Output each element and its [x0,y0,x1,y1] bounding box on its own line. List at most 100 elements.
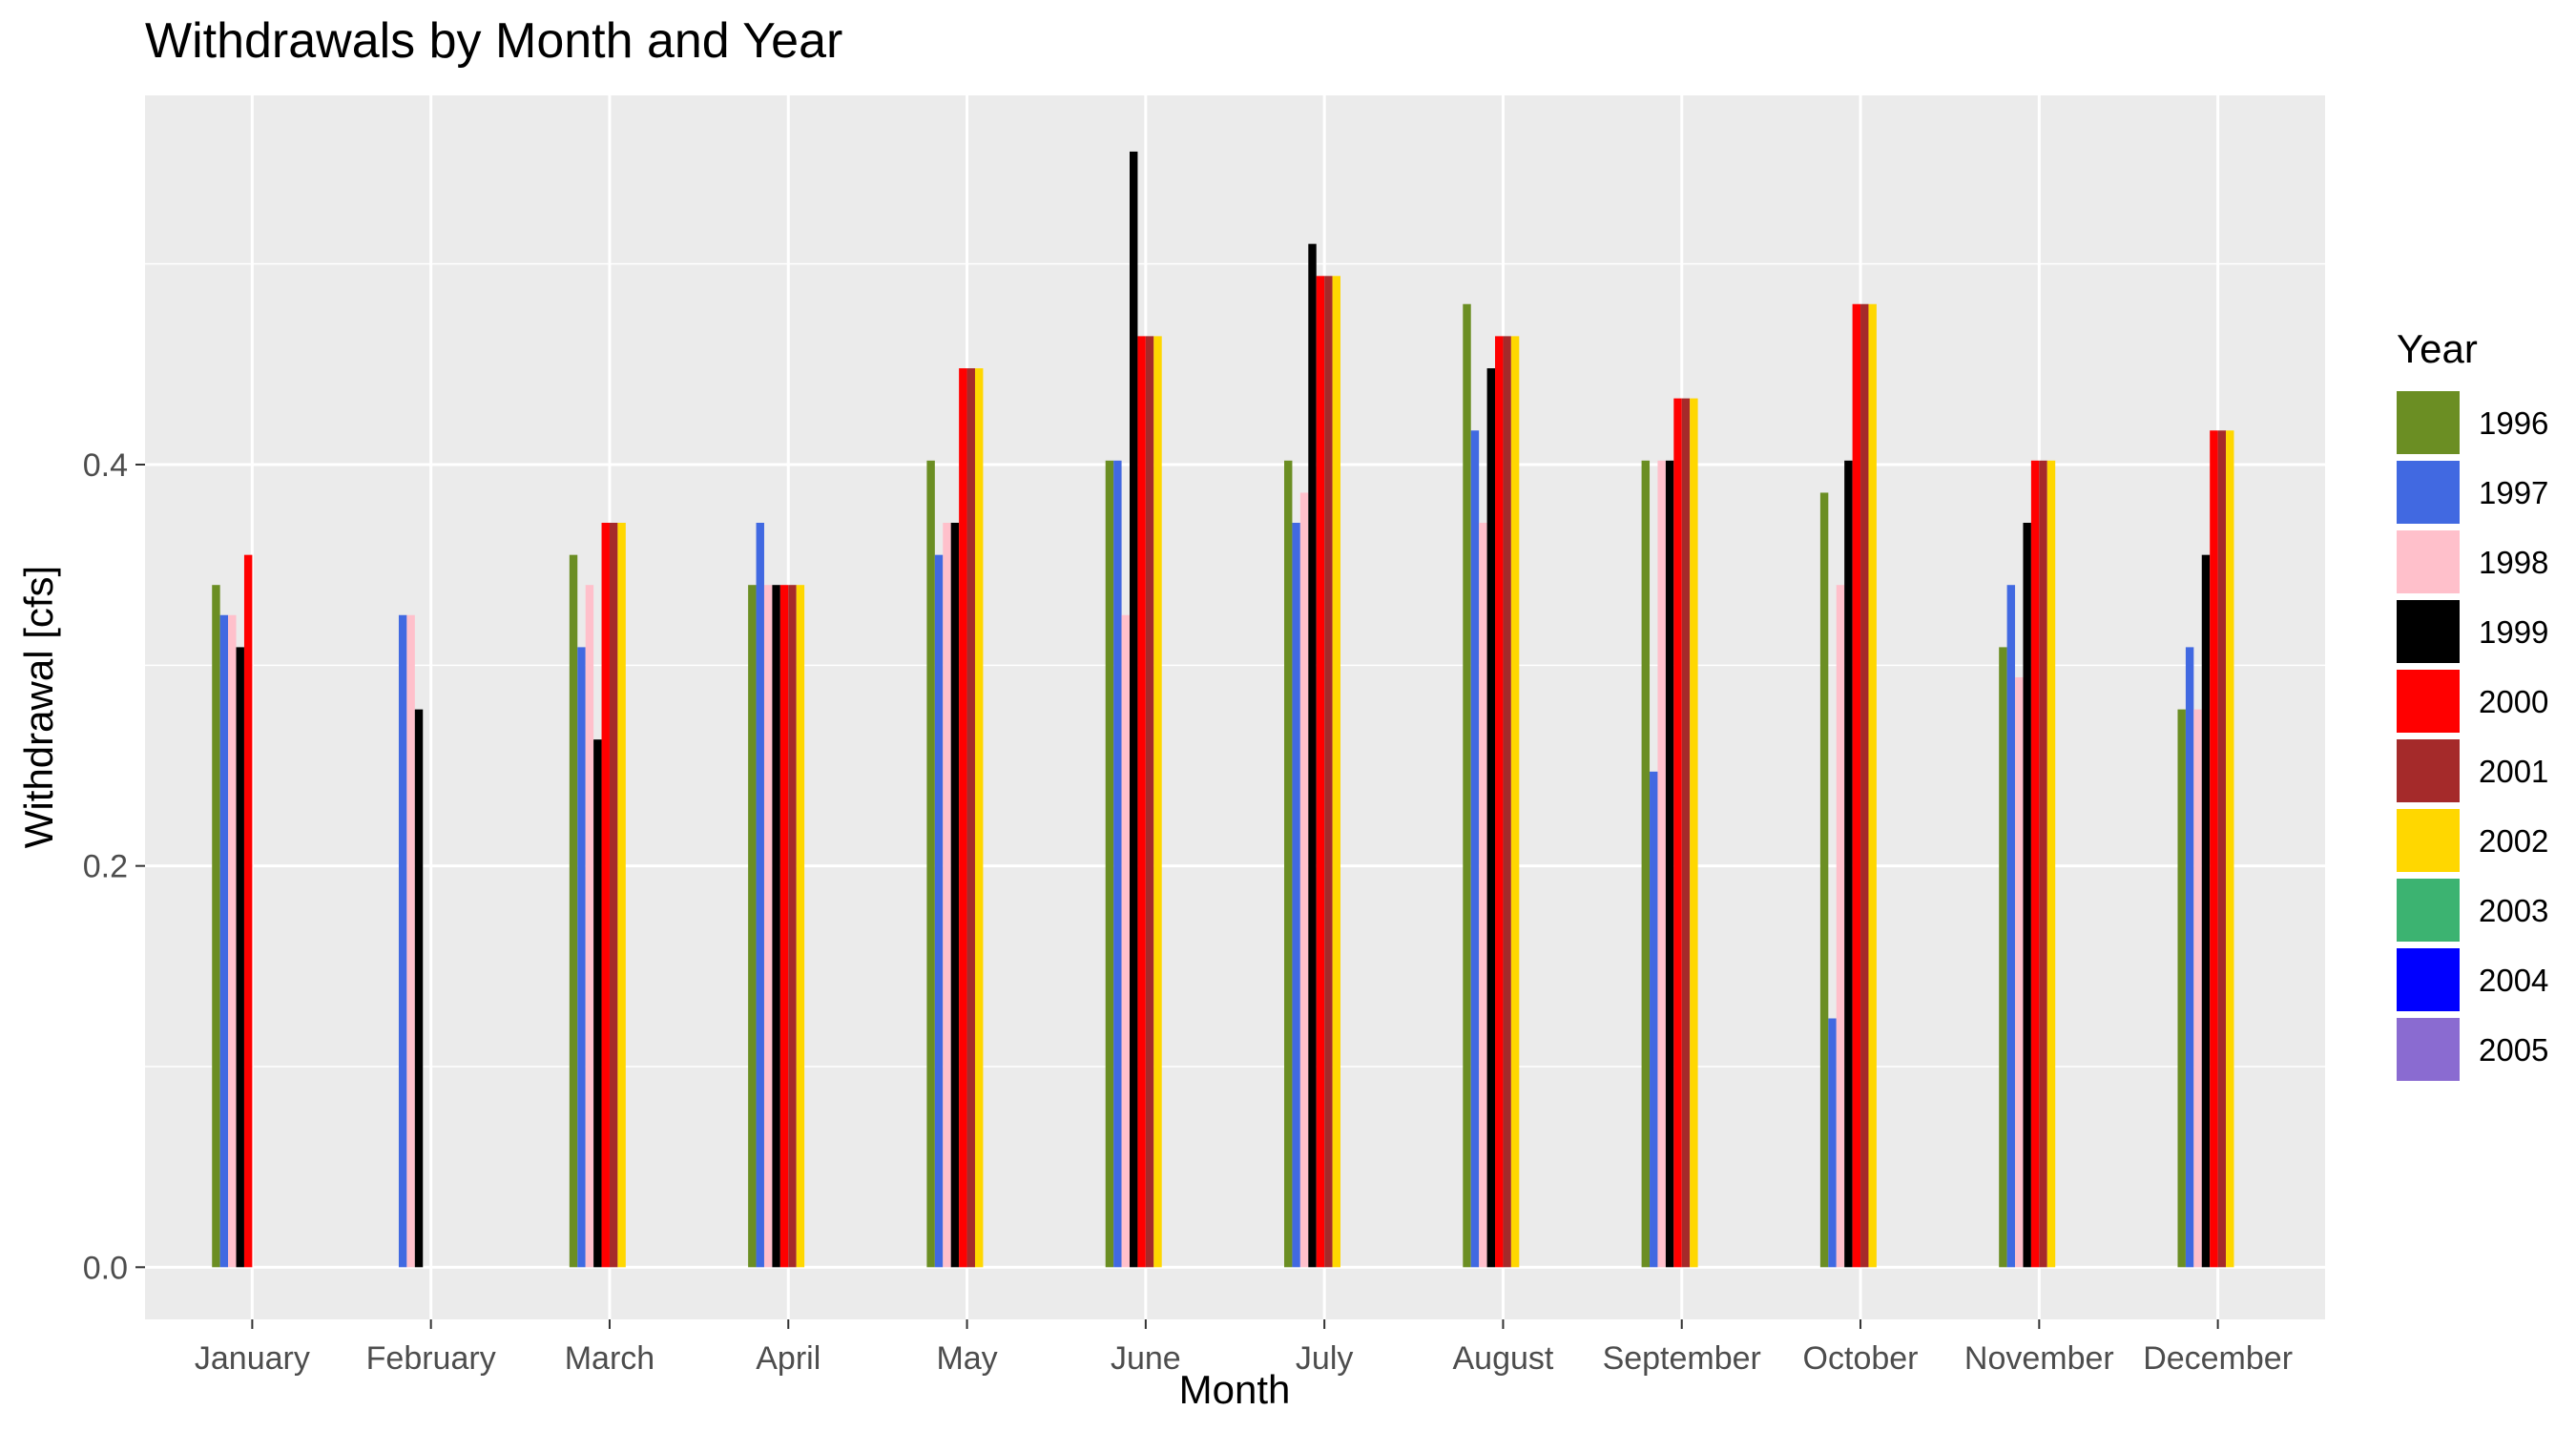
bar-2002-june [1153,336,1162,1268]
x-tick-label-february: February [366,1340,496,1377]
bar-1997-august [1470,430,1480,1268]
legend-label-1997: 1997 [2479,475,2548,510]
bar-marks [212,151,2234,1268]
bar-2002-july [1332,276,1341,1268]
legend-title: Year [2397,326,2478,371]
bar-1999-july [1308,243,1317,1268]
bar-1999-march [593,739,602,1268]
x-tick-label-december: December [2143,1340,2293,1377]
y-tick-label: 0.0 [83,1250,128,1286]
y-axis-title: Withdrawal [cfs] [16,566,61,848]
bar-2002-april [796,585,805,1268]
legend-label-2002: 2002 [2479,823,2548,859]
bar-2000-january [243,554,253,1268]
bar-2001-june [1145,336,1154,1268]
bar-1996-december [2177,709,2186,1268]
legend-key-1997 [2397,461,2460,524]
bar-1999-june [1129,151,1138,1268]
x-tick-label-november: November [1964,1340,2114,1377]
bar-2000-may [959,368,967,1268]
bar-1999-may [950,522,960,1268]
bar-2001-march [609,522,618,1268]
bar-1999-february [414,709,424,1268]
chart-title: Withdrawals by Month and Year [145,13,842,69]
bar-1999-january [236,647,244,1268]
legend-key-2002 [2397,809,2460,872]
bar-2000-march [601,522,610,1268]
bar-1997-may [934,554,944,1268]
bar-1997-september [1650,771,1658,1268]
bar-2000-july [1316,276,1325,1268]
bar-1997-january [219,614,229,1268]
bar-1996-august [1463,303,1471,1268]
legend-key-2000 [2397,670,2460,733]
legend-label-1996: 1996 [2479,405,2548,441]
legend-key-1999 [2397,600,2460,663]
bar-1996-july [1284,460,1293,1268]
bar-2002-december [2226,430,2234,1268]
bar-2000-april [779,585,789,1268]
x-axis-ticks: January February March April May June July Augu… [195,1319,2293,1377]
bar-2001-april [788,585,797,1268]
bar-2001-december [2217,430,2227,1268]
bar-1997-april [756,522,764,1268]
x-tick-label-may: May [936,1340,997,1377]
y-tick-label: 0.2 [83,849,128,885]
bar-1998-may [943,522,951,1268]
bar-2000-november [2030,460,2040,1268]
legend-label-1999: 1999 [2479,614,2548,650]
legend-label-2005: 2005 [2479,1032,2548,1068]
y-axis-ticks: 0.0 0.2 0.4 [83,447,145,1286]
bar-2001-august [1503,336,1511,1268]
legend-key-2004 [2397,948,2460,1011]
x-tick-label-june: June [1111,1340,1181,1377]
bar-1999-december [2201,554,2211,1268]
bar-1997-december [2185,647,2194,1268]
bar-2001-november [2039,460,2047,1268]
bar-1998-october [1836,585,1845,1268]
bar-1998-august [1479,522,1487,1268]
bar-1998-december [2193,709,2202,1268]
bar-1999-november [2023,522,2031,1268]
bar-1999-october [1844,460,1853,1268]
bar-2000-december [2210,430,2218,1268]
bar-1998-march [585,585,594,1268]
bar-1996-may [926,460,935,1268]
x-axis-title: Month [1179,1367,1291,1412]
bar-1997-june [1113,460,1122,1268]
legend-key-2005 [2397,1018,2460,1081]
x-tick-label-september: September [1603,1340,1761,1377]
bar-1998-january [228,614,237,1268]
legend-key-2001 [2397,739,2460,802]
bar-2001-may [966,368,975,1268]
bar-1998-september [1657,460,1666,1268]
bar-1999-september [1665,460,1674,1268]
legend-key-1996 [2397,391,2460,454]
legend-label-1998: 1998 [2479,545,2548,580]
x-tick-label-october: October [1803,1340,1919,1377]
legend: Year 1996 1997 1998 1999 2000 2001 2002 2003 200… [2397,326,2548,1081]
bar-2000-june [1137,336,1146,1268]
bar-1996-november [1999,647,2007,1268]
bar-1996-january [212,585,220,1268]
x-tick-label-january: January [195,1340,310,1377]
bar-2001-july [1324,276,1333,1268]
bar-1999-april [772,585,780,1268]
bar-1996-june [1105,460,1114,1268]
bar-2000-august [1495,336,1504,1268]
bar-2002-november [2046,460,2056,1268]
bar-1997-february [398,614,407,1268]
legend-label-2003: 2003 [2479,893,2548,928]
bar-1997-november [2006,585,2016,1268]
x-tick-label-march: March [565,1340,654,1377]
x-tick-label-april: April [756,1340,821,1377]
legend-key-2003 [2397,879,2460,942]
bar-2001-september [1681,398,1691,1268]
legend-label-2000: 2000 [2479,684,2548,719]
bar-1996-march [569,554,578,1268]
x-tick-label-august: August [1453,1340,1554,1377]
bar-1997-october [1828,1018,1837,1268]
x-tick-label-july: July [1296,1340,1353,1377]
legend-label-2001: 2001 [2479,754,2548,789]
